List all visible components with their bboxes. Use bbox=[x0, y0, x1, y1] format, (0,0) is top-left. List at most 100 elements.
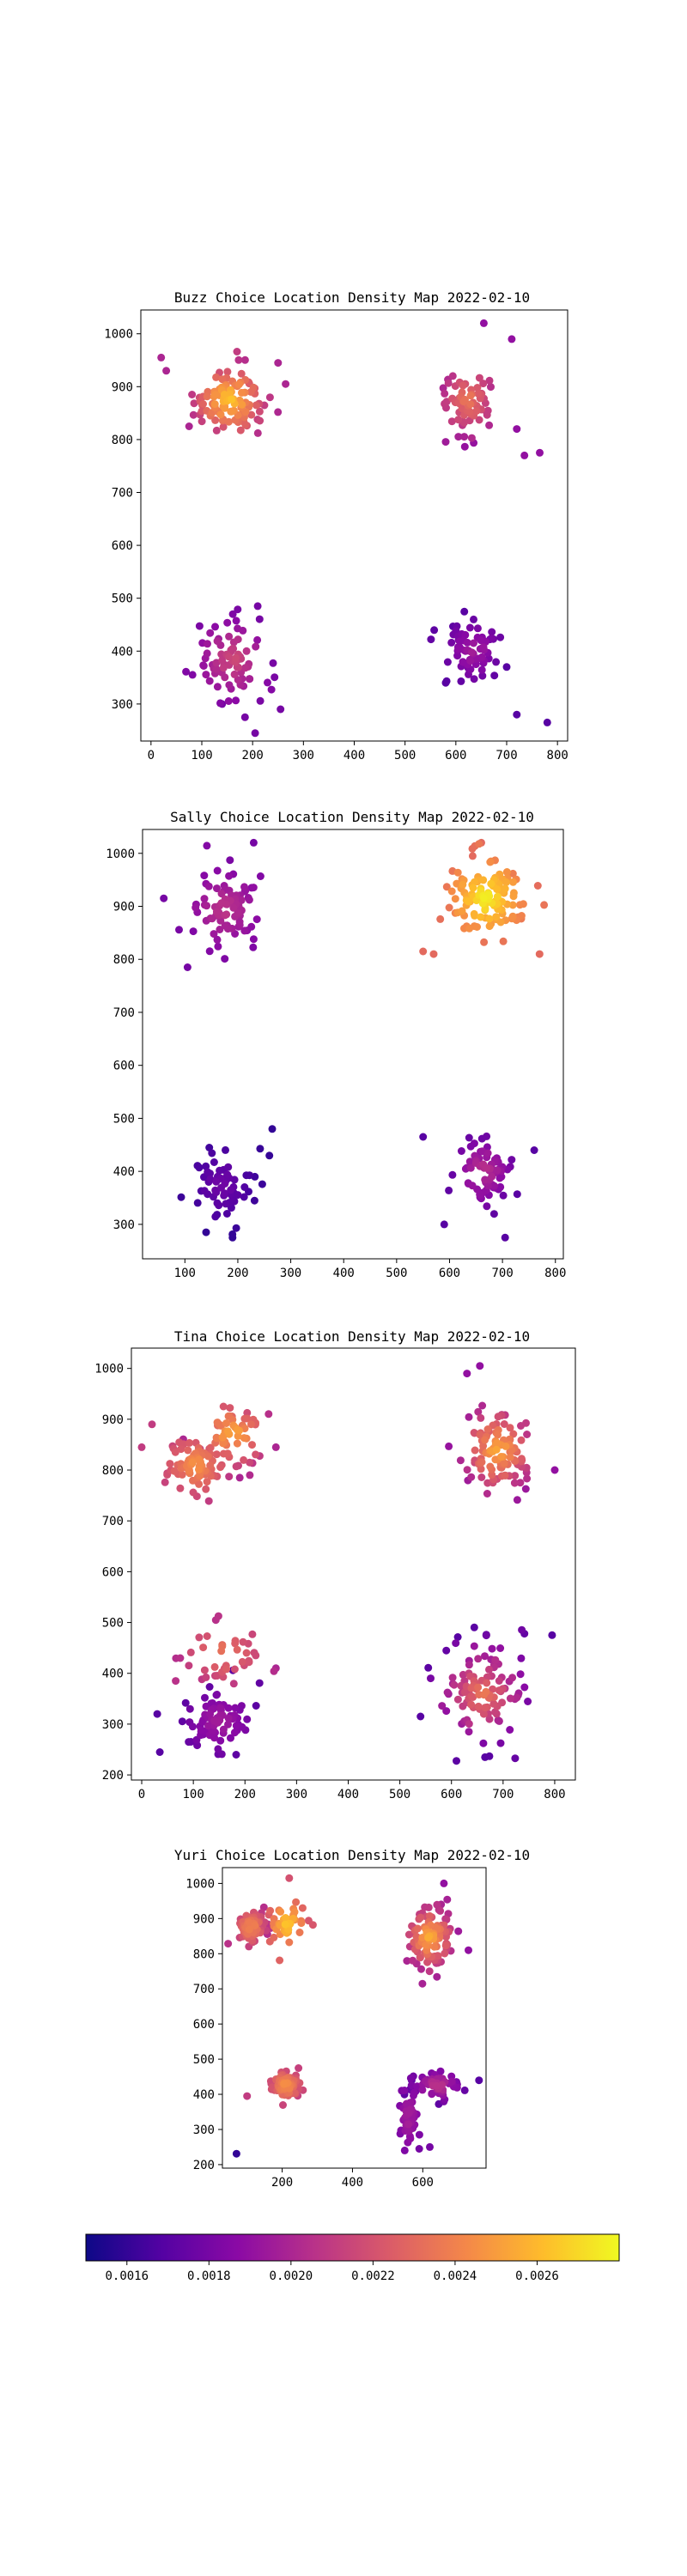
scatter-point bbox=[492, 658, 501, 666]
scatter-point bbox=[517, 912, 526, 920]
scatter-point bbox=[487, 634, 495, 642]
scatter-point bbox=[198, 417, 206, 426]
scatter-point bbox=[204, 1722, 212, 1730]
scatter-point bbox=[211, 1186, 220, 1194]
scatter-point bbox=[188, 671, 197, 679]
scatter-point bbox=[467, 1473, 476, 1481]
scatter-point bbox=[274, 359, 283, 368]
scatter-point bbox=[227, 1186, 235, 1194]
scatter-point bbox=[476, 1362, 484, 1370]
scatter-point bbox=[185, 422, 193, 430]
scatter-point bbox=[204, 1168, 212, 1176]
scatter-point bbox=[424, 1663, 433, 1672]
scatter-point bbox=[485, 1752, 494, 1760]
scatter-point bbox=[423, 1958, 432, 1966]
scatter-point bbox=[457, 1147, 465, 1155]
scatter-point bbox=[243, 1715, 252, 1723]
scatter-point bbox=[524, 1698, 532, 1705]
scatter-point bbox=[535, 950, 544, 958]
scatter-point bbox=[466, 392, 475, 400]
scatter-point bbox=[403, 1957, 411, 1965]
chart-panel-buzz: Buzz Choice Location Density Map 2022-02… bbox=[104, 289, 568, 762]
scatter-point bbox=[285, 1874, 294, 1882]
x-tick-label: 700 bbox=[491, 1267, 513, 1280]
scatter-point bbox=[497, 1453, 506, 1461]
scatter-point bbox=[199, 662, 208, 670]
y-tick-label: 300 bbox=[112, 698, 133, 712]
x-tick-label: 100 bbox=[191, 749, 212, 762]
scatter-point bbox=[252, 915, 261, 924]
scatter-point bbox=[233, 348, 241, 355]
scatter-points-buzz bbox=[157, 319, 551, 738]
scatter-point bbox=[233, 1439, 241, 1448]
scatter-point bbox=[470, 615, 477, 623]
scatter-point bbox=[225, 632, 234, 641]
x-tick-label: 800 bbox=[547, 749, 568, 762]
scatter-point bbox=[226, 1404, 234, 1413]
scatter-point bbox=[496, 1739, 505, 1747]
x-tick-label: 500 bbox=[389, 1788, 410, 1801]
colorbar-tick-label: 0.0026 bbox=[515, 2269, 559, 2283]
scatter-point bbox=[500, 1420, 508, 1428]
scatter-point bbox=[508, 901, 517, 909]
scatter-point bbox=[189, 1488, 198, 1497]
scatter-point bbox=[511, 1754, 520, 1763]
scatter-point bbox=[513, 710, 521, 719]
scatter-point bbox=[240, 1455, 248, 1464]
scatter-point bbox=[460, 442, 469, 451]
scatter-point bbox=[441, 1949, 449, 1958]
scatter-point bbox=[218, 656, 227, 665]
scatter-point bbox=[508, 912, 517, 920]
scatter-point bbox=[447, 887, 456, 896]
scatter-point bbox=[477, 636, 485, 645]
scatter-point bbox=[264, 1410, 273, 1419]
scatter-point bbox=[520, 1683, 529, 1692]
colorbar-tick-label: 0.0018 bbox=[187, 2269, 231, 2283]
scatter-point bbox=[436, 1906, 445, 1915]
y-tick-label: 500 bbox=[102, 1617, 124, 1631]
scatter-point bbox=[204, 1452, 212, 1461]
scatter-points-yuri bbox=[224, 1874, 483, 2158]
scatter-point bbox=[225, 1473, 234, 1481]
scatter-point bbox=[481, 1652, 489, 1661]
scatter-point bbox=[506, 1453, 514, 1461]
x-tick-label: 100 bbox=[174, 1267, 196, 1280]
scatter-point bbox=[268, 1125, 277, 1133]
scatter-point bbox=[505, 1435, 514, 1443]
scatter-point bbox=[185, 1662, 193, 1670]
scatter-point bbox=[292, 1898, 301, 1906]
y-tick-label: 400 bbox=[113, 1165, 135, 1179]
scatter-point bbox=[205, 677, 214, 685]
scatter-point bbox=[258, 1180, 266, 1188]
scatter-point bbox=[212, 1177, 221, 1186]
scatter-point bbox=[243, 2092, 252, 2100]
scatter-point bbox=[210, 930, 218, 939]
scatter-point bbox=[466, 1163, 475, 1172]
scatter-point bbox=[230, 670, 239, 678]
y-axis-yuri: 200 300 400 500 600 700 800 900 1000 bbox=[185, 1877, 222, 2172]
x-tick-label: 300 bbox=[280, 1267, 301, 1280]
colorbar-gradient bbox=[85, 2233, 620, 2262]
scatter-point bbox=[483, 1679, 491, 1687]
scatter-point bbox=[481, 1704, 489, 1712]
scatter-point bbox=[502, 1442, 510, 1450]
scatter-point bbox=[430, 1942, 439, 1951]
scatter-point bbox=[190, 399, 198, 408]
y-tick-label: 400 bbox=[112, 645, 133, 659]
scatter-point bbox=[249, 383, 258, 392]
scatter-point bbox=[442, 677, 451, 685]
scatter-point bbox=[517, 1455, 526, 1463]
scatter-point bbox=[222, 1665, 231, 1674]
x-tick-label: 700 bbox=[492, 1788, 514, 1801]
scatter-point bbox=[479, 319, 488, 327]
scatter-point bbox=[424, 1934, 433, 1942]
scatter-point bbox=[496, 1644, 505, 1652]
scatter-point bbox=[195, 1163, 204, 1172]
scatter-point bbox=[256, 872, 264, 880]
scatter-point bbox=[231, 1639, 240, 1648]
scatter-point bbox=[447, 2077, 456, 2086]
scatter-point bbox=[193, 1199, 202, 1207]
y-tick-label: 800 bbox=[102, 1464, 124, 1478]
scatter-point bbox=[516, 1479, 525, 1487]
scatter-point bbox=[471, 911, 479, 920]
